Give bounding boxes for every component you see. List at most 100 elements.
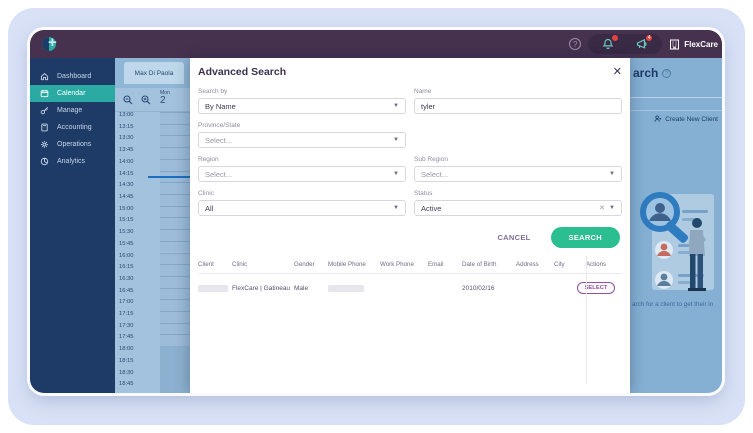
zoom-in-icon[interactable] — [141, 95, 151, 105]
calendar-slot[interactable] — [160, 252, 190, 265]
calendar-slot[interactable] — [160, 322, 190, 335]
time-row-1645[interactable]: 16:45 — [115, 287, 190, 300]
search-by-select[interactable]: By Name ▼ — [198, 98, 406, 114]
magnifier-icon — [640, 192, 689, 243]
province-select[interactable]: Select... ▼ — [198, 132, 406, 148]
time-row-1415[interactable]: 14:15 — [115, 170, 190, 183]
chevron-down-icon: ▼ — [393, 171, 399, 177]
search-button[interactable]: SEARCH — [550, 227, 620, 248]
close-icon[interactable]: ✕ — [612, 65, 622, 78]
notification-pill: 4 — [588, 34, 663, 54]
announcement-icon[interactable]: 4 — [636, 35, 653, 50]
region-select[interactable]: Select... ▼ — [198, 166, 406, 182]
create-new-client-link[interactable]: Create New Client — [654, 115, 718, 123]
calendar-slot[interactable] — [160, 205, 190, 218]
chevron-down-icon: ▼ — [609, 171, 615, 177]
time-row-1515[interactable]: 15:15 — [115, 217, 190, 230]
calendar-slot[interactable] — [160, 182, 190, 194]
help-icon[interactable]: ? — [569, 38, 582, 50]
column-header-client: Client — [198, 261, 214, 268]
time-label: 15:15 — [119, 217, 134, 224]
calendar-slot[interactable] — [160, 275, 190, 288]
calendar-slot[interactable] — [160, 193, 190, 206]
sidebar-item-accounting[interactable]: Accounting — [30, 119, 115, 136]
time-row-1715[interactable]: 17:15 — [115, 311, 190, 323]
search-hint-caption: arch for a client to get their in — [632, 301, 714, 308]
calendar-slot[interactable] — [160, 112, 190, 124]
sidebar-item-dashboard[interactable]: Dashboard — [30, 68, 115, 85]
time-row-1315[interactable]: 13:15 — [115, 123, 190, 136]
table-row[interactable]: FlexCare | Gatineau Male 2010/02/16 SELE… — [198, 274, 622, 302]
calendar-time-grid[interactable]: 13:00 13:15 13:30 13:45 14:00 14:15 14:30 14:45… — [115, 112, 190, 393]
calendar-slot[interactable] — [160, 123, 190, 136]
time-row-1600[interactable]: 16:00 — [115, 252, 190, 265]
time-label: 16:30 — [119, 275, 134, 282]
calendar-slot[interactable] — [160, 170, 190, 183]
sub-region-label: Sub Region — [414, 156, 448, 163]
after-hours-shading — [160, 346, 190, 393]
calendar-slot[interactable] — [160, 334, 190, 347]
cell-dob: 2010/02/16 — [462, 284, 495, 292]
search-by-value: By Name — [205, 101, 236, 111]
calendar-tab-practitioner[interactable]: Max Di Paola — [124, 62, 184, 84]
time-row-1700[interactable]: 17:00 — [115, 299, 190, 312]
sub-region-select[interactable]: Select... ▼ — [414, 166, 622, 182]
clinic-value: All — [205, 203, 214, 213]
sub-region-value: Select... — [421, 169, 449, 179]
name-label: Name — [414, 88, 432, 95]
time-row-1345[interactable]: 13:45 — [115, 147, 190, 159]
sidebar-item-label: Calendar — [57, 90, 86, 97]
name-value: tyler — [421, 101, 436, 111]
name-input[interactable]: tyler — [414, 98, 622, 114]
time-row-1430[interactable]: 14:30 — [115, 182, 190, 194]
time-row-1545[interactable]: 15:45 — [115, 240, 190, 253]
time-label: 14:00 — [119, 158, 134, 165]
calendar-slot[interactable] — [160, 135, 190, 148]
calendar-slot[interactable] — [160, 158, 190, 171]
time-row-1730[interactable]: 17:30 — [115, 322, 190, 335]
calendar-slot[interactable] — [160, 240, 190, 253]
search-page-backdrop: arch ? Create New Client — [630, 58, 722, 393]
calendar-slot[interactable] — [160, 147, 190, 159]
calendar-slot[interactable] — [160, 264, 190, 276]
calendar-slot[interactable] — [160, 217, 190, 230]
clear-status-icon[interactable]: ✕ — [599, 205, 606, 212]
clinic-brand[interactable]: FlexCare — [669, 39, 718, 50]
calendar-slot[interactable] — [160, 299, 190, 312]
time-row-1445[interactable]: 14:45 — [115, 193, 190, 206]
bell-icon[interactable] — [602, 35, 619, 50]
time-label: 16:45 — [119, 287, 134, 294]
practitioner-name: Max Di Paola — [134, 69, 174, 77]
time-row-1300[interactable]: 13:00 — [115, 112, 190, 124]
time-row-1400[interactable]: 14:00 — [115, 158, 190, 171]
time-row-1615[interactable]: 16:15 — [115, 264, 190, 276]
building-icon — [670, 39, 680, 49]
cancel-button[interactable]: CANCEL — [497, 233, 531, 242]
calendar-slot[interactable] — [160, 287, 190, 300]
time-row-1500[interactable]: 15:00 — [115, 205, 190, 218]
zoom-out-icon[interactable] — [123, 95, 133, 105]
calendar-panel: Max Di Paola Mon 2 13:00 13:15 13:30 13:45 1… — [115, 58, 190, 393]
sidebar-item-analytics[interactable]: Analytics — [30, 153, 115, 170]
day-column-header[interactable]: Mon 2 — [160, 90, 190, 106]
sidebar-item-manage[interactable]: Manage — [30, 102, 115, 119]
calendar-slot[interactable] — [160, 311, 190, 323]
time-label: 13:00 — [119, 112, 134, 118]
time-row-1745[interactable]: 17:45 — [115, 334, 190, 347]
time-row-1330[interactable]: 13:30 — [115, 135, 190, 148]
select-client-button[interactable]: SELECT — [576, 282, 616, 294]
time-label: 18:00 — [119, 346, 134, 353]
time-label: 13:45 — [119, 147, 134, 154]
time-label: 17:15 — [119, 311, 134, 318]
sidebar-item-operations[interactable]: Operations — [30, 136, 115, 153]
time-row-1530[interactable]: 15:30 — [115, 229, 190, 241]
field-province: Province/State Select... ▼ — [198, 122, 406, 148]
calendar-slot[interactable] — [160, 229, 190, 241]
status-select[interactable]: Active ✕ ▼ — [414, 200, 622, 216]
time-row-1630[interactable]: 16:30 — [115, 275, 190, 288]
clinic-select[interactable]: All ▼ — [198, 200, 406, 216]
time-label: 17:30 — [119, 322, 134, 329]
app-logo-icon[interactable]: + — [42, 35, 60, 53]
sidebar-item-calendar[interactable]: Calendar — [30, 85, 115, 102]
column-header-email: Email — [428, 261, 444, 268]
